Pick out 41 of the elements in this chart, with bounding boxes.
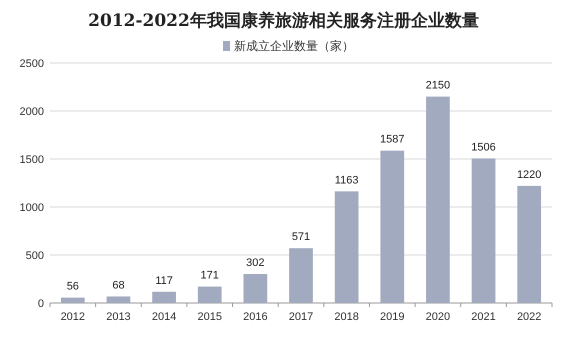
x-tick-label: 2017 [288, 311, 314, 323]
legend-label: 新成立企业数量（家） [234, 39, 354, 53]
bar [106, 296, 130, 303]
bar [380, 150, 404, 303]
x-tick-label: 2014 [152, 311, 176, 323]
bar [472, 158, 496, 303]
data-label: 56 [66, 280, 79, 293]
y-tick-label: 1000 [20, 202, 44, 214]
x-tick-label: 2021 [471, 311, 496, 323]
y-tick-label: 1500 [20, 154, 44, 166]
bar [517, 186, 542, 303]
data-label: 2150 [426, 80, 450, 92]
bar [152, 292, 176, 303]
chart-title: 2012-2022年我国康养旅游相关服务注册企业数量 [88, 11, 479, 31]
y-tick-label: 2000 [20, 106, 44, 118]
x-tick-label: 2020 [426, 311, 450, 323]
bar [198, 286, 222, 303]
data-label: 1220 [516, 168, 542, 181]
y-tick-label: 0 [38, 298, 44, 310]
x-tick-label: 2013 [106, 311, 131, 323]
bar [334, 191, 358, 303]
data-label: 1506 [471, 141, 496, 154]
data-label: 571 [292, 231, 310, 244]
x-tick-label: 2012 [60, 311, 86, 323]
data-label: 1163 [334, 174, 358, 186]
bar [289, 248, 313, 303]
y-tick-label: 500 [26, 250, 44, 262]
data-label: 1587 [380, 134, 405, 146]
data-label: 117 [155, 274, 173, 287]
x-tick-label: 2018 [334, 311, 359, 323]
data-label: 68 [112, 279, 125, 292]
x-tick-label: 2019 [380, 311, 405, 323]
y-tick-label: 2500 [20, 58, 44, 70]
x-tick-label: 2016 [243, 311, 268, 323]
data-label: 171 [200, 270, 219, 282]
bar [244, 274, 268, 303]
data-label: 302 [246, 257, 265, 270]
bar [426, 96, 450, 303]
bar [60, 298, 85, 303]
x-tick-label: 2022 [516, 311, 542, 323]
x-tick-label: 2015 [197, 311, 222, 323]
